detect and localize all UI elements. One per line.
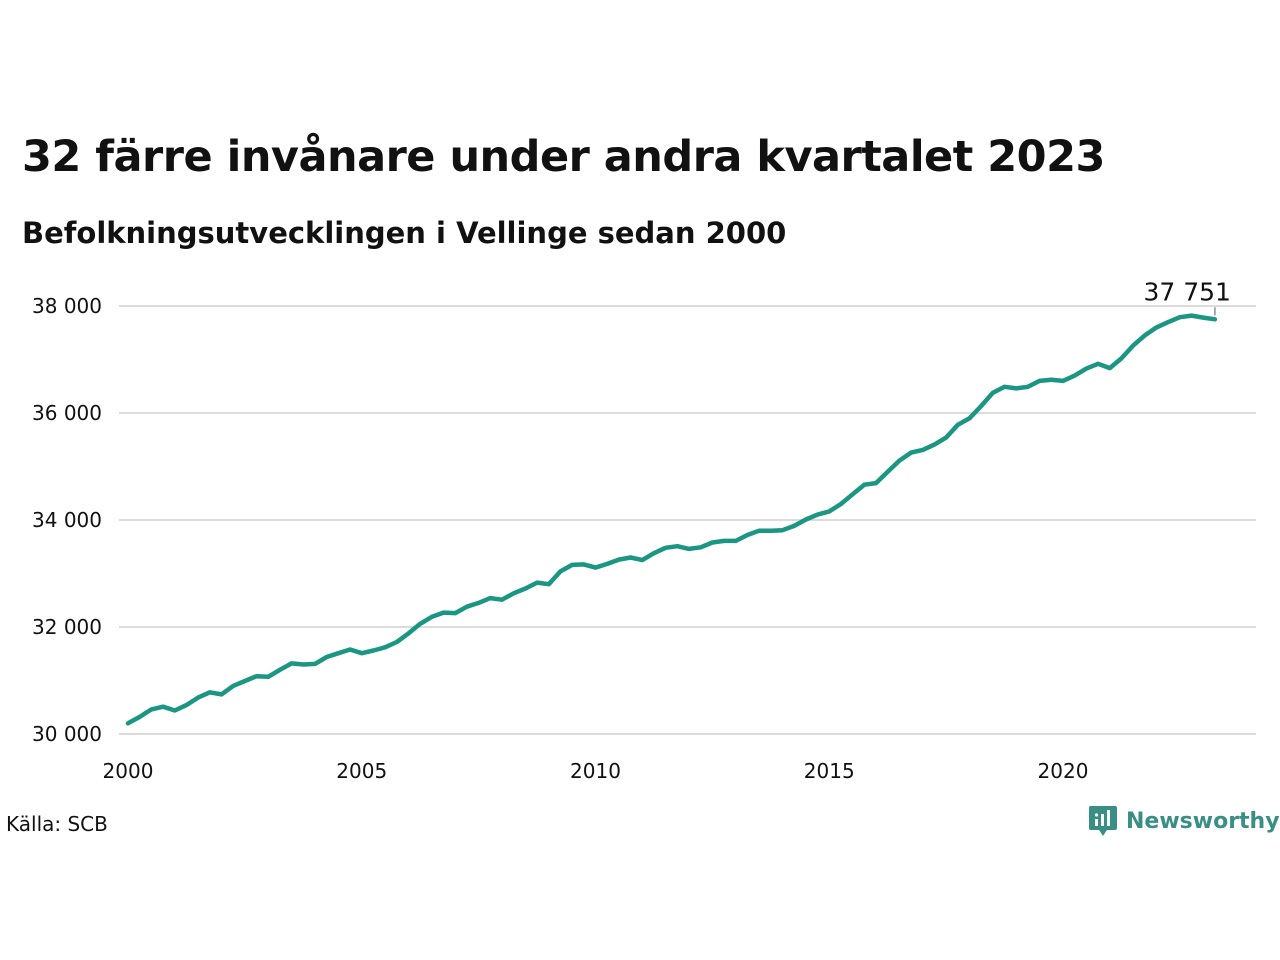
annotation-label: 37 751 bbox=[1143, 277, 1230, 306]
brand-logo: Newsworthy bbox=[1088, 804, 1280, 838]
gridlines bbox=[119, 305, 1256, 735]
y-tick-label: 34 000 bbox=[32, 508, 102, 532]
chart-title: 32 färre invånare under andra kvartalet … bbox=[22, 132, 1105, 182]
x-tick-label: 2015 bbox=[804, 759, 855, 783]
chart-subtitle: Befolkningsutvecklingen i Vellinge sedan… bbox=[22, 216, 787, 250]
x-tick-label: 2000 bbox=[103, 759, 154, 783]
bar-chart-speech-bubble-icon bbox=[1089, 806, 1117, 836]
x-tick-label: 2010 bbox=[570, 759, 621, 783]
y-tick-label: 30 000 bbox=[32, 722, 102, 746]
brand-name: Newsworthy bbox=[1126, 808, 1280, 834]
y-tick-label: 38 000 bbox=[32, 294, 102, 318]
x-tick-label: 2005 bbox=[336, 759, 387, 783]
x-axis-tick-labels: 2000 2005 2010 2015 2020 bbox=[103, 759, 1089, 783]
x-tick-label: 2020 bbox=[1038, 759, 1089, 783]
series-line bbox=[125, 313, 1218, 726]
annotation-layer: 37 751 bbox=[1143, 277, 1231, 316]
series-layer bbox=[125, 313, 1218, 726]
source-note: Källa: SCB bbox=[6, 812, 108, 836]
y-tick-label: 36 000 bbox=[32, 401, 102, 425]
y-tick-label: 32 000 bbox=[32, 615, 102, 639]
y-axis-tick-labels: 30 000 32 000 34 000 36 000 38 000 bbox=[32, 294, 102, 746]
